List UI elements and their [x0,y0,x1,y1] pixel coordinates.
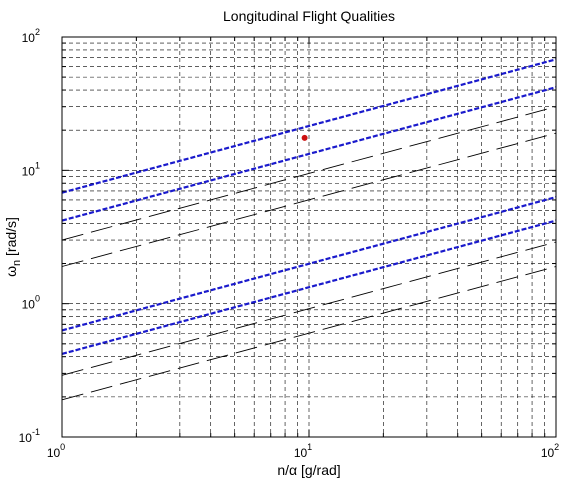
y-tick-label: 10-1 [19,427,40,445]
x-tick-label-exponent: 1 [307,442,312,452]
y-tick-label: 102 [22,27,40,45]
y-tick-label-exponent: -1 [32,427,40,437]
x-tick-label: 101 [294,442,312,460]
x-tick-label: 100 [47,442,65,460]
x-tick-label-exponent: 0 [60,442,65,452]
axes-layer [61,36,557,438]
series-line-reference-6 [61,241,557,376]
series-line-boundary-2 [61,196,557,332]
x-tick-label: 102 [541,442,559,460]
grid-layer [62,37,556,437]
y-tick-label: 100 [22,294,40,312]
series-line-boundary-3 [61,219,557,355]
y-tick-label-exponent: 0 [35,294,40,304]
x-axis-label: n/α [g/rad] [277,462,341,478]
series-line-boundary-0 [61,58,557,194]
series-layer [61,58,557,401]
y-tick-label: 101 [22,160,40,178]
series-line-boundary-1 [61,86,557,222]
x-tick-label-exponent: 2 [554,442,559,452]
points-layer [301,134,308,141]
data-point-0 [301,134,308,141]
y-tick-label-exponent: 2 [35,27,40,37]
y-tick-label-exponent: 1 [35,160,40,170]
series-line-reference-5 [61,132,557,267]
chart-title: Longitudinal Flight Qualities [223,8,395,24]
series-line-reference-4 [61,106,557,241]
series-line-reference-7 [61,266,557,401]
